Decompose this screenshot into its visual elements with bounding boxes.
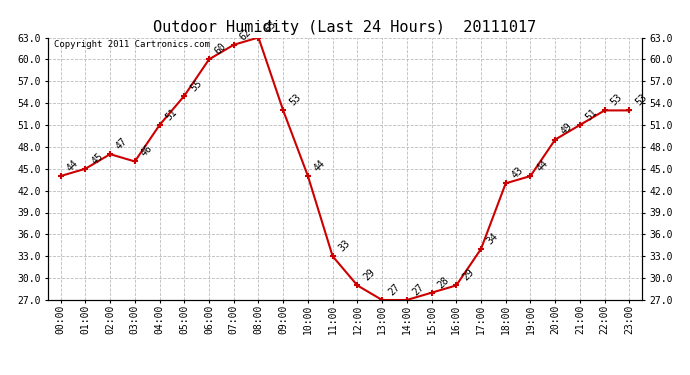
Text: 44: 44 [65,158,80,173]
Text: 51: 51 [584,107,600,122]
Text: 27: 27 [386,282,402,297]
Text: 46: 46 [139,143,155,159]
Text: 62: 62 [238,27,253,42]
Text: 49: 49 [560,122,575,137]
Text: 44: 44 [312,158,328,173]
Text: 44: 44 [535,158,550,173]
Text: 51: 51 [164,107,179,122]
Text: 33: 33 [337,238,352,254]
Text: 63: 63 [263,20,278,35]
Text: 47: 47 [115,136,130,152]
Text: 53: 53 [287,92,303,108]
Text: 29: 29 [460,267,476,283]
Title: Outdoor Humidity (Last 24 Hours)  20111017: Outdoor Humidity (Last 24 Hours) 2011101… [153,20,537,35]
Text: 43: 43 [510,165,525,180]
Text: 27: 27 [411,282,426,297]
Text: 60: 60 [213,41,228,57]
Text: 53: 53 [633,92,649,108]
Text: 34: 34 [485,231,500,246]
Text: 29: 29 [362,267,377,283]
Text: 53: 53 [609,92,624,108]
Text: 45: 45 [90,151,105,166]
Text: 28: 28 [435,274,451,290]
Text: Copyright 2011 Cartronics.com: Copyright 2011 Cartronics.com [55,40,210,49]
Text: 55: 55 [188,78,204,93]
